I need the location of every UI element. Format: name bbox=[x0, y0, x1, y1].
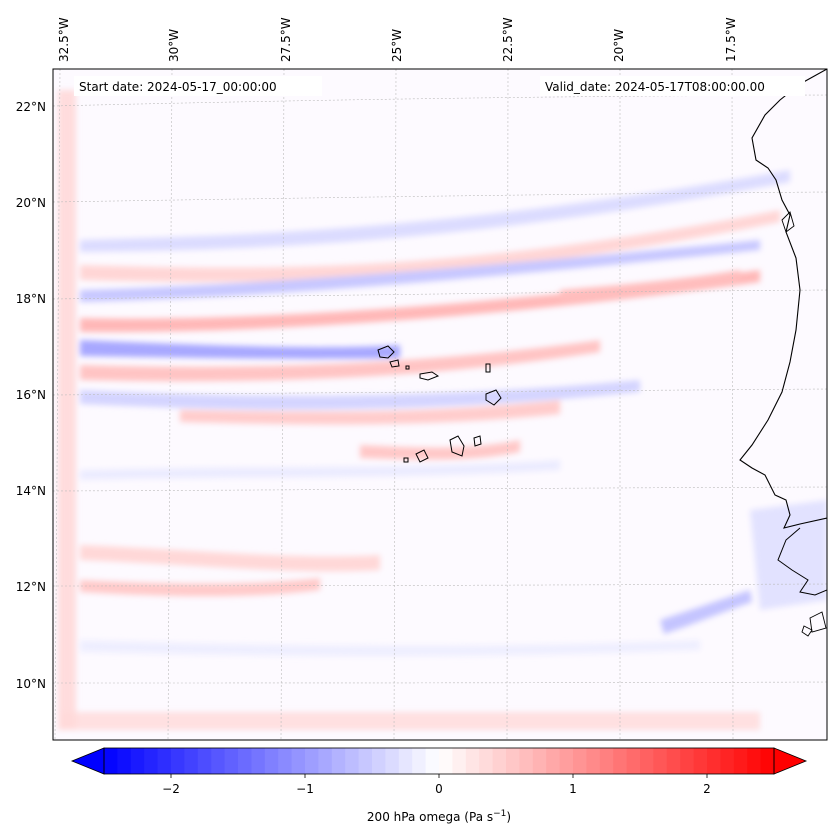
colorbar-step bbox=[720, 748, 735, 774]
cape-verde-islands bbox=[377, 345, 502, 463]
map-panel[interactable]: Start date: 2024-05-17_00:00:00 Valid_da… bbox=[52, 68, 828, 741]
colorbar-step bbox=[506, 748, 520, 774]
colorbar-step bbox=[398, 748, 413, 774]
lon-label-20w: 20°W bbox=[612, 29, 626, 62]
colorbar-step bbox=[492, 748, 507, 774]
lon-label-32-5w: 32.5°W bbox=[57, 17, 71, 62]
banc-arguin-coast bbox=[781, 211, 795, 233]
colorbar-step bbox=[519, 748, 534, 774]
lat-label-18n: 18°N bbox=[16, 292, 46, 306]
colorbar-step bbox=[318, 748, 333, 774]
colorbar-step bbox=[439, 748, 453, 774]
colorbar-tick-neg1: −1 bbox=[296, 782, 314, 796]
colorbar-step bbox=[586, 748, 601, 774]
colorbar-label: 200 hPa omega (Pa s−1) bbox=[367, 809, 511, 824]
colorbar-label-end: ) bbox=[506, 810, 511, 824]
lat-label-12n: 12°N bbox=[16, 580, 46, 594]
colorbar-step bbox=[345, 748, 360, 774]
colorbar-step bbox=[130, 748, 145, 774]
africa-coastline-south bbox=[777, 527, 827, 596]
lat-label-22n: 22°N bbox=[16, 100, 46, 114]
colorbar-step bbox=[238, 748, 252, 774]
colorbar: −2 −1 0 1 2 200 hPa omega (Pa s−1) bbox=[70, 747, 808, 824]
colorbar-step bbox=[425, 748, 440, 774]
colorbar-step bbox=[305, 748, 319, 774]
colorbar-step bbox=[157, 748, 172, 774]
colorbar-step bbox=[693, 748, 708, 774]
colorbar-step bbox=[760, 748, 775, 774]
valid-date-bg bbox=[540, 76, 805, 96]
longitude-labels: 32.5°W 30°W 27.5°W 25°W 22.5°W 20°W 17.5… bbox=[57, 17, 738, 62]
colorbar-step bbox=[653, 748, 668, 774]
colorbar-max-extend bbox=[773, 747, 808, 775]
lat-label-14n: 14°N bbox=[16, 484, 46, 498]
map-frame bbox=[52, 68, 828, 741]
colorbar-step bbox=[452, 748, 467, 774]
colorbar-step bbox=[372, 748, 386, 774]
colorbar-step bbox=[358, 748, 373, 774]
colorbar-step bbox=[747, 748, 762, 774]
colorbar-ticks bbox=[170, 774, 708, 778]
start-date-label: Start date: 2024-05-17_00:00:00 bbox=[79, 80, 277, 94]
lat-label-10n: 10°N bbox=[16, 677, 46, 691]
colorbar-tick-neg2: −2 bbox=[162, 782, 180, 796]
colorbar-step bbox=[385, 748, 400, 774]
lon-label-25w: 25°W bbox=[390, 29, 404, 62]
lat-label-20n: 20°N bbox=[16, 196, 46, 210]
lat-label-16n: 16°N bbox=[16, 388, 46, 402]
start-date-bg bbox=[74, 76, 322, 96]
colorbar-step bbox=[278, 748, 293, 774]
colorbar-step bbox=[104, 748, 118, 774]
colorbar-step bbox=[197, 748, 212, 774]
colorbar-step bbox=[733, 748, 748, 774]
lon-label-30w: 30°W bbox=[167, 29, 181, 62]
colorbar-step bbox=[465, 748, 480, 774]
colorbar-steps bbox=[104, 748, 775, 774]
colorbar-step bbox=[640, 748, 654, 774]
colorbar-label-sup: −1 bbox=[493, 809, 506, 819]
colorbar-step bbox=[171, 748, 185, 774]
lon-label-22-5w: 22.5°W bbox=[501, 17, 515, 62]
colorbar-step bbox=[264, 748, 279, 774]
latitude-labels: 22°N 20°N 18°N 16°N 14°N 12°N 10°N bbox=[16, 100, 46, 691]
colorbar-step bbox=[144, 748, 159, 774]
colorbar-step bbox=[211, 748, 226, 774]
colorbar-step bbox=[251, 748, 266, 774]
colorbar-step bbox=[224, 748, 239, 774]
colorbar-step bbox=[291, 748, 306, 774]
bijagos-islands bbox=[801, 611, 827, 637]
colorbar-step bbox=[546, 748, 561, 774]
colorbar-step bbox=[599, 748, 614, 774]
lon-label-17-5w: 17.5°W bbox=[724, 17, 738, 62]
colorbar-min-extend bbox=[70, 747, 105, 775]
colorbar-label-main: 200 hPa omega (Pa s bbox=[367, 810, 493, 824]
colorbar-step bbox=[331, 748, 346, 774]
colorbar-step bbox=[559, 748, 574, 774]
colorbar-step bbox=[666, 748, 681, 774]
colorbar-step bbox=[532, 748, 547, 774]
colorbar-step bbox=[117, 748, 132, 774]
colorbar-step bbox=[412, 748, 427, 774]
colorbar-step bbox=[613, 748, 628, 774]
colorbar-step bbox=[626, 748, 641, 774]
omega-field bbox=[58, 90, 827, 730]
colorbar-tick-0: 0 bbox=[435, 782, 443, 796]
africa-coastline bbox=[739, 69, 827, 529]
valid-date-label: Valid_date: 2024-05-17T08:00:00.00 bbox=[545, 80, 765, 94]
colorbar-tick-1: 1 bbox=[569, 782, 577, 796]
lon-label-27-5w: 27.5°W bbox=[279, 17, 293, 62]
colorbar-step bbox=[707, 748, 721, 774]
colorbar-step bbox=[573, 748, 587, 774]
colorbar-step bbox=[184, 748, 199, 774]
colorbar-tick-2: 2 bbox=[703, 782, 711, 796]
colorbar-step bbox=[479, 748, 494, 774]
colorbar-step bbox=[680, 748, 695, 774]
